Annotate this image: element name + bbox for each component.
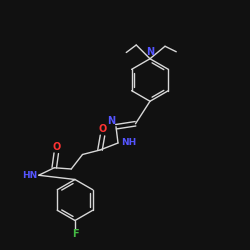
Text: N: N	[146, 47, 154, 57]
Text: HN: HN	[22, 171, 38, 180]
Text: F: F	[72, 229, 78, 239]
Text: NH: NH	[121, 138, 136, 147]
Text: O: O	[52, 142, 60, 152]
Text: N: N	[107, 116, 115, 126]
Text: O: O	[98, 124, 106, 134]
